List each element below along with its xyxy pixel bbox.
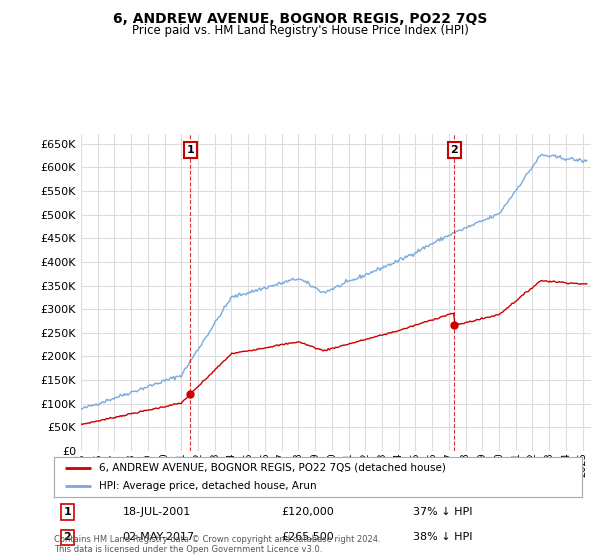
Text: 6, ANDREW AVENUE, BOGNOR REGIS, PO22 7QS (detached house): 6, ANDREW AVENUE, BOGNOR REGIS, PO22 7QS…: [99, 463, 446, 473]
Text: 37% ↓ HPI: 37% ↓ HPI: [413, 507, 473, 517]
Text: 02-MAY-2017: 02-MAY-2017: [122, 533, 195, 542]
Text: £265,500: £265,500: [281, 533, 334, 542]
Text: Contains HM Land Registry data © Crown copyright and database right 2024.
This d: Contains HM Land Registry data © Crown c…: [54, 535, 380, 554]
Text: HPI: Average price, detached house, Arun: HPI: Average price, detached house, Arun: [99, 482, 317, 491]
Text: 6, ANDREW AVENUE, BOGNOR REGIS, PO22 7QS: 6, ANDREW AVENUE, BOGNOR REGIS, PO22 7QS: [113, 12, 487, 26]
Text: 1: 1: [187, 145, 194, 155]
Text: 38% ↓ HPI: 38% ↓ HPI: [413, 533, 473, 542]
Text: Price paid vs. HM Land Registry's House Price Index (HPI): Price paid vs. HM Land Registry's House …: [131, 24, 469, 37]
Text: 2: 2: [64, 533, 71, 542]
Text: 1: 1: [64, 507, 71, 517]
Text: £120,000: £120,000: [281, 507, 334, 517]
Text: 2: 2: [451, 145, 458, 155]
Text: 18-JUL-2001: 18-JUL-2001: [122, 507, 191, 517]
